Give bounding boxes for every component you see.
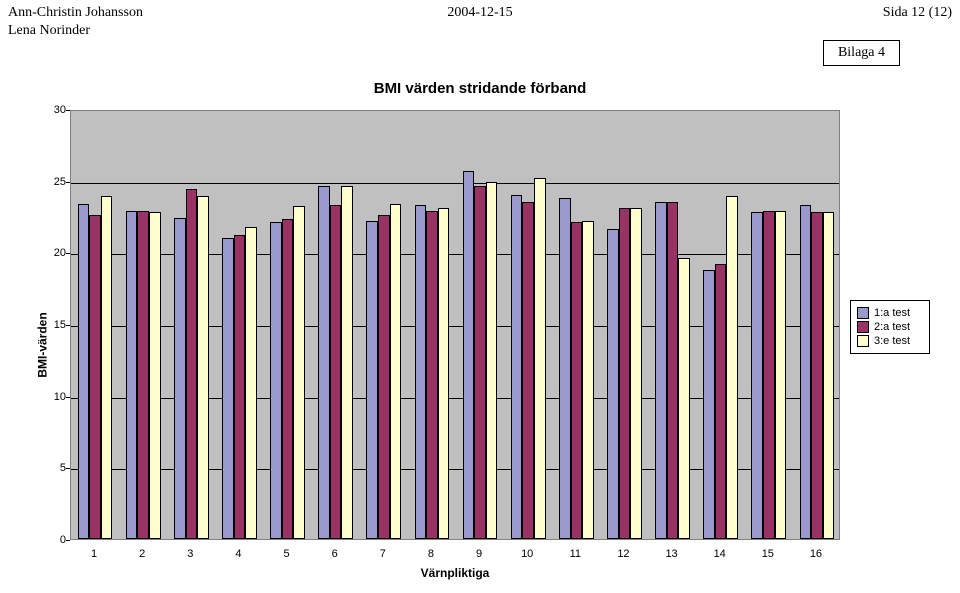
bar [474, 186, 486, 539]
x-tick-label: 7 [380, 548, 386, 560]
bar [137, 211, 149, 539]
legend-row: 1:a test [857, 307, 923, 319]
x-tick-label: 10 [521, 548, 533, 560]
y-tick-label: 30 [50, 104, 66, 116]
bar [630, 208, 642, 539]
legend-swatch [857, 335, 869, 347]
bar [415, 205, 427, 539]
plot-area [70, 110, 840, 540]
bar [763, 211, 775, 539]
bar [234, 235, 246, 539]
bar [270, 222, 282, 539]
bar [655, 202, 667, 539]
bar [330, 205, 342, 539]
y-tick-label: 5 [50, 462, 66, 474]
y-tick-label: 20 [50, 247, 66, 259]
header-page: Sida 12 (12) [883, 4, 952, 22]
bar [149, 212, 161, 539]
bar [619, 208, 631, 539]
bar [197, 196, 209, 539]
legend-label: 2:a test [874, 321, 910, 333]
bar [366, 221, 378, 539]
bar [667, 202, 679, 539]
y-tick-label: 10 [50, 391, 66, 403]
chart-title: BMI värden stridande förband [0, 80, 960, 97]
x-tick-label: 6 [332, 548, 338, 560]
bar [582, 221, 594, 539]
author-line-2: Lena Norinder [8, 22, 143, 40]
x-tick-label: 12 [617, 548, 629, 560]
y-tick-label: 15 [50, 319, 66, 331]
x-tick-label: 15 [762, 548, 774, 560]
bar [486, 182, 498, 539]
legend-swatch [857, 321, 869, 333]
bar [751, 212, 763, 539]
bar [282, 219, 294, 539]
x-tick-label: 14 [714, 548, 726, 560]
bar [511, 195, 523, 539]
y-tick-label: 25 [50, 176, 66, 188]
bar [390, 204, 402, 539]
legend-label: 1:a test [874, 307, 910, 319]
bar [293, 206, 305, 539]
x-tick-label: 5 [284, 548, 290, 560]
bar [101, 196, 113, 539]
bar [571, 222, 583, 539]
bar [715, 264, 727, 539]
x-tick-label: 9 [476, 548, 482, 560]
x-axis-label: Värnpliktiga [70, 566, 840, 580]
bar [775, 211, 787, 539]
bar [245, 227, 257, 539]
legend: 1:a test 2:a test 3:e test [850, 300, 930, 354]
bar [703, 270, 715, 539]
header-date: 2004-12-15 [8, 4, 952, 22]
bar [800, 205, 812, 539]
x-tick-label: 1 [91, 548, 97, 560]
legend-row: 2:a test [857, 321, 923, 333]
bar [318, 186, 330, 539]
y-axis-label: BMI-värden [36, 312, 50, 377]
bar [341, 186, 353, 539]
bar [522, 202, 534, 539]
bar [186, 189, 198, 539]
x-tick-label: 16 [810, 548, 822, 560]
x-tick-label: 3 [187, 548, 193, 560]
bar [426, 211, 438, 539]
bar [678, 258, 690, 539]
y-tick-label: 0 [50, 534, 66, 546]
bar [607, 229, 619, 539]
x-tick-label: 4 [235, 548, 241, 560]
bar [78, 204, 90, 539]
bar [378, 215, 390, 539]
annex-label: Bilaga 4 [823, 40, 900, 66]
bars-layer [71, 111, 839, 539]
bar [438, 208, 450, 539]
x-tick-label: 8 [428, 548, 434, 560]
bar [222, 238, 234, 539]
legend-swatch [857, 307, 869, 319]
bar [559, 198, 571, 539]
x-tick-label: 11 [570, 548, 581, 560]
bmi-chart: BMI-värden 051015202530 1234567891011121… [20, 110, 940, 580]
x-tick-label: 2 [139, 548, 145, 560]
bar [89, 215, 101, 539]
bar [534, 178, 546, 539]
legend-row: 3:e test [857, 335, 923, 347]
bar [174, 218, 186, 539]
bar [463, 171, 475, 539]
y-tick-mark [66, 540, 70, 541]
bar [811, 212, 823, 539]
bar [126, 211, 138, 539]
x-tick-label: 13 [665, 548, 677, 560]
bar [726, 196, 738, 539]
bar [823, 212, 835, 539]
legend-label: 3:e test [874, 335, 910, 347]
